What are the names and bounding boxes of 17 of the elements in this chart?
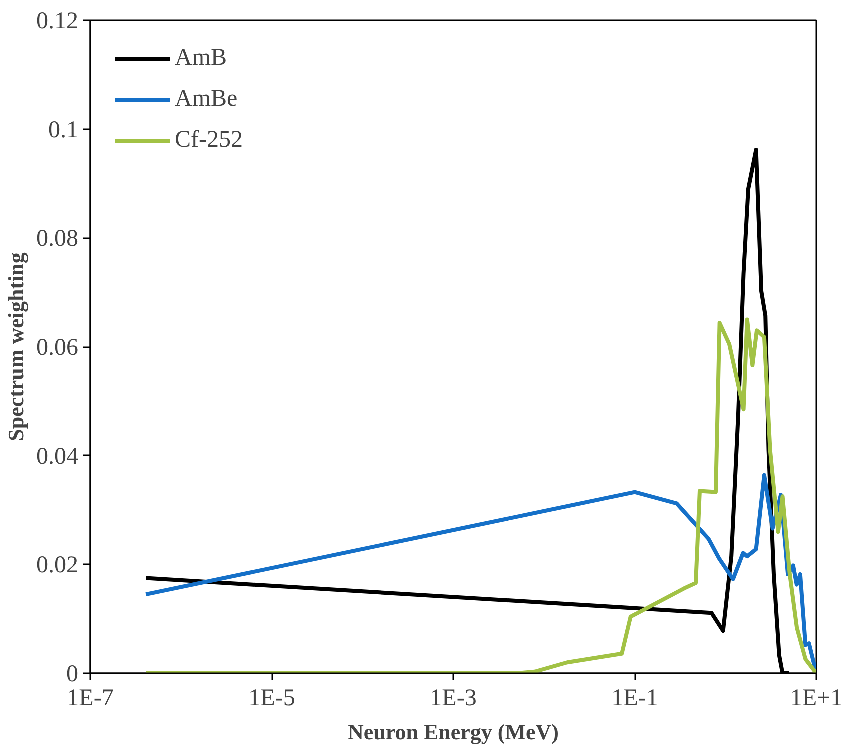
x-tick-label: 1E-3 (430, 686, 477, 712)
legend-label: AmB (175, 45, 228, 72)
y-tick-label: 0.02 (36, 552, 78, 579)
x-axis-title: Neuron Energy (MeV) (348, 720, 559, 744)
y-tick-label: 0.1 (48, 117, 78, 144)
legend-label: AmBe (175, 86, 238, 113)
x-tick-label: 1E-5 (248, 686, 296, 712)
y-tick-label: 0.04 (36, 444, 78, 470)
x-tick-label: 1E-7 (67, 686, 114, 712)
y-tick-label: 0.12 (36, 8, 78, 34)
legend-label: Cf-252 (175, 127, 243, 154)
y-tick-label: 0.08 (36, 226, 78, 252)
y-tick-label: 0 (66, 662, 78, 688)
y-axis-title: Spectrum weighting (4, 252, 28, 442)
x-tick-label: 1E-1 (612, 686, 658, 712)
y-tick-label: 0.06 (36, 335, 78, 361)
x-tick-label: 1E+1 (790, 686, 843, 712)
